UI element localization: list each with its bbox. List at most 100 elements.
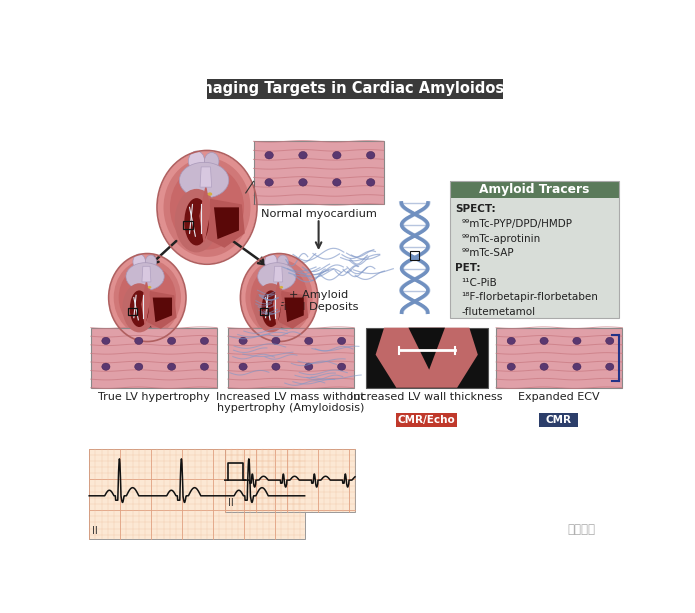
Ellipse shape — [119, 265, 176, 330]
Polygon shape — [279, 291, 309, 329]
Ellipse shape — [573, 363, 581, 370]
Text: CMR/Echo: CMR/Echo — [398, 415, 455, 425]
Bar — [396, 413, 457, 427]
Bar — [450, 181, 619, 318]
Ellipse shape — [338, 363, 345, 370]
Polygon shape — [153, 297, 172, 322]
Ellipse shape — [179, 162, 229, 198]
Polygon shape — [284, 297, 304, 322]
Ellipse shape — [101, 337, 110, 345]
Ellipse shape — [208, 192, 212, 196]
Text: True LV hypertrophy: True LV hypertrophy — [97, 392, 209, 402]
Text: 浙二血液: 浙二血液 — [567, 522, 596, 536]
Polygon shape — [409, 328, 445, 370]
Ellipse shape — [188, 151, 204, 171]
Text: Normal myocardium: Normal myocardium — [261, 209, 377, 219]
Text: Expanded ECV: Expanded ECV — [518, 392, 600, 402]
Text: II: II — [228, 498, 234, 508]
Bar — [207, 79, 503, 99]
Bar — [224, 449, 355, 512]
Text: Increased LV mass without
hypertrophy (Amyloidosis): Increased LV mass without hypertrophy (A… — [216, 392, 365, 413]
Ellipse shape — [272, 337, 280, 345]
Bar — [260, 308, 268, 314]
Ellipse shape — [174, 189, 218, 253]
Ellipse shape — [167, 337, 176, 345]
Text: ⁹⁹mTc-aprotinin: ⁹⁹mTc-aprotinin — [461, 234, 541, 244]
Text: Increased LV wall thickness: Increased LV wall thickness — [350, 392, 502, 402]
Ellipse shape — [158, 151, 256, 264]
Bar — [228, 328, 354, 387]
Ellipse shape — [338, 337, 345, 345]
Polygon shape — [200, 187, 210, 242]
Ellipse shape — [507, 337, 515, 345]
Bar — [91, 328, 217, 387]
Bar — [450, 181, 619, 198]
Text: II: II — [92, 525, 98, 536]
Bar — [496, 328, 623, 387]
Ellipse shape — [507, 363, 515, 370]
Ellipse shape — [135, 363, 143, 370]
Ellipse shape — [239, 337, 247, 345]
Ellipse shape — [163, 158, 250, 257]
Text: CMR: CMR — [546, 415, 572, 425]
Ellipse shape — [366, 178, 375, 186]
Polygon shape — [200, 167, 212, 187]
Bar — [89, 449, 304, 539]
Ellipse shape — [540, 337, 548, 345]
Text: ⁹⁹mTc-SAP: ⁹⁹mTc-SAP — [461, 248, 514, 258]
Ellipse shape — [272, 363, 280, 370]
Bar — [129, 308, 136, 314]
Bar — [539, 413, 578, 427]
Ellipse shape — [239, 363, 247, 370]
Text: -flutemetamol: -flutemetamol — [461, 307, 535, 317]
Text: PET:: PET: — [455, 263, 480, 273]
Text: ¹⁸F-florbetapir-florbetaben: ¹⁸F-florbetapir-florbetaben — [461, 292, 598, 302]
Ellipse shape — [204, 153, 219, 170]
Ellipse shape — [333, 178, 341, 186]
Polygon shape — [274, 266, 283, 282]
Polygon shape — [142, 282, 149, 324]
Ellipse shape — [540, 363, 548, 370]
Ellipse shape — [299, 151, 307, 159]
Ellipse shape — [333, 151, 341, 159]
Text: Imaging Targets in Cardiac Amyloidosis: Imaging Targets in Cardiac Amyloidosis — [192, 82, 518, 96]
Ellipse shape — [265, 254, 277, 270]
Bar — [450, 198, 619, 318]
Bar — [366, 328, 488, 387]
Ellipse shape — [109, 254, 186, 341]
Polygon shape — [375, 328, 478, 387]
Ellipse shape — [366, 151, 375, 159]
Ellipse shape — [299, 178, 307, 186]
Ellipse shape — [277, 255, 288, 268]
Ellipse shape — [200, 363, 208, 370]
Ellipse shape — [200, 337, 208, 345]
Bar — [183, 221, 193, 229]
Ellipse shape — [254, 283, 288, 332]
Bar — [410, 251, 419, 260]
Ellipse shape — [245, 259, 313, 336]
Bar — [254, 142, 384, 205]
Text: + Amyloid
Fibril Deposits: + Amyloid Fibril Deposits — [279, 290, 359, 311]
Ellipse shape — [279, 286, 283, 289]
Text: Amyloid Tracers: Amyloid Tracers — [479, 183, 589, 196]
Ellipse shape — [241, 254, 318, 341]
Ellipse shape — [148, 286, 152, 289]
Ellipse shape — [250, 265, 308, 330]
Polygon shape — [142, 266, 151, 282]
Ellipse shape — [258, 263, 296, 291]
Ellipse shape — [122, 283, 156, 332]
Ellipse shape — [605, 363, 614, 370]
Polygon shape — [207, 199, 245, 248]
Ellipse shape — [184, 198, 208, 245]
Ellipse shape — [304, 337, 313, 345]
Ellipse shape — [145, 255, 156, 268]
Ellipse shape — [170, 165, 244, 249]
Polygon shape — [274, 282, 281, 324]
Polygon shape — [214, 207, 239, 239]
Text: SPECT:: SPECT: — [455, 205, 496, 215]
Ellipse shape — [573, 337, 581, 345]
Ellipse shape — [133, 254, 145, 270]
Ellipse shape — [265, 178, 273, 186]
Polygon shape — [147, 291, 177, 329]
Ellipse shape — [114, 259, 181, 336]
